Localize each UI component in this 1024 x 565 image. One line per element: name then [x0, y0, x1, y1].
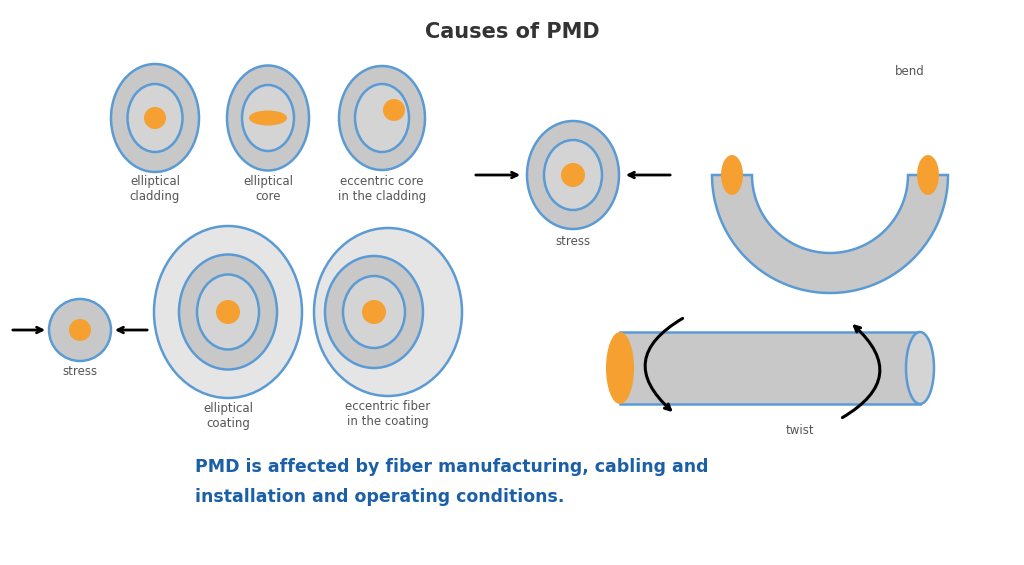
Ellipse shape	[49, 299, 111, 361]
FancyBboxPatch shape	[620, 332, 920, 404]
Ellipse shape	[343, 276, 406, 348]
Ellipse shape	[339, 66, 425, 170]
Ellipse shape	[362, 300, 386, 324]
Ellipse shape	[383, 99, 406, 121]
Ellipse shape	[179, 254, 278, 370]
Ellipse shape	[144, 107, 166, 129]
Text: stress: stress	[555, 235, 591, 248]
Ellipse shape	[242, 85, 294, 151]
Ellipse shape	[197, 275, 259, 350]
Text: eccentric core
in the cladding: eccentric core in the cladding	[338, 175, 426, 203]
Ellipse shape	[527, 121, 618, 229]
Text: twist: twist	[785, 424, 814, 437]
Ellipse shape	[561, 163, 585, 187]
Ellipse shape	[906, 332, 934, 404]
Text: bend: bend	[895, 65, 925, 78]
Ellipse shape	[544, 140, 602, 210]
Ellipse shape	[249, 111, 287, 125]
Ellipse shape	[606, 332, 634, 404]
Ellipse shape	[314, 228, 462, 396]
Ellipse shape	[325, 256, 423, 368]
Text: elliptical
coating: elliptical coating	[203, 402, 253, 430]
Ellipse shape	[355, 84, 409, 152]
Text: Causes of PMD: Causes of PMD	[425, 22, 599, 42]
Text: elliptical
core: elliptical core	[243, 175, 293, 203]
Polygon shape	[712, 175, 948, 293]
Text: stress: stress	[62, 365, 97, 378]
Text: installation and operating conditions.: installation and operating conditions.	[195, 488, 564, 506]
Ellipse shape	[216, 300, 240, 324]
Text: PMD is affected by fiber manufacturing, cabling and: PMD is affected by fiber manufacturing, …	[195, 458, 709, 476]
Ellipse shape	[111, 64, 199, 172]
Ellipse shape	[69, 319, 91, 341]
Ellipse shape	[128, 84, 182, 152]
Ellipse shape	[721, 155, 743, 195]
Text: eccentric fiber
in the coating: eccentric fiber in the coating	[345, 400, 431, 428]
Ellipse shape	[154, 226, 302, 398]
Ellipse shape	[918, 155, 939, 195]
Text: elliptical
cladding: elliptical cladding	[130, 175, 180, 203]
Ellipse shape	[227, 66, 309, 171]
